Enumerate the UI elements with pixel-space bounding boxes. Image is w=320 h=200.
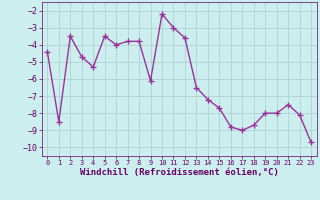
X-axis label: Windchill (Refroidissement éolien,°C): Windchill (Refroidissement éolien,°C) [80, 168, 279, 177]
